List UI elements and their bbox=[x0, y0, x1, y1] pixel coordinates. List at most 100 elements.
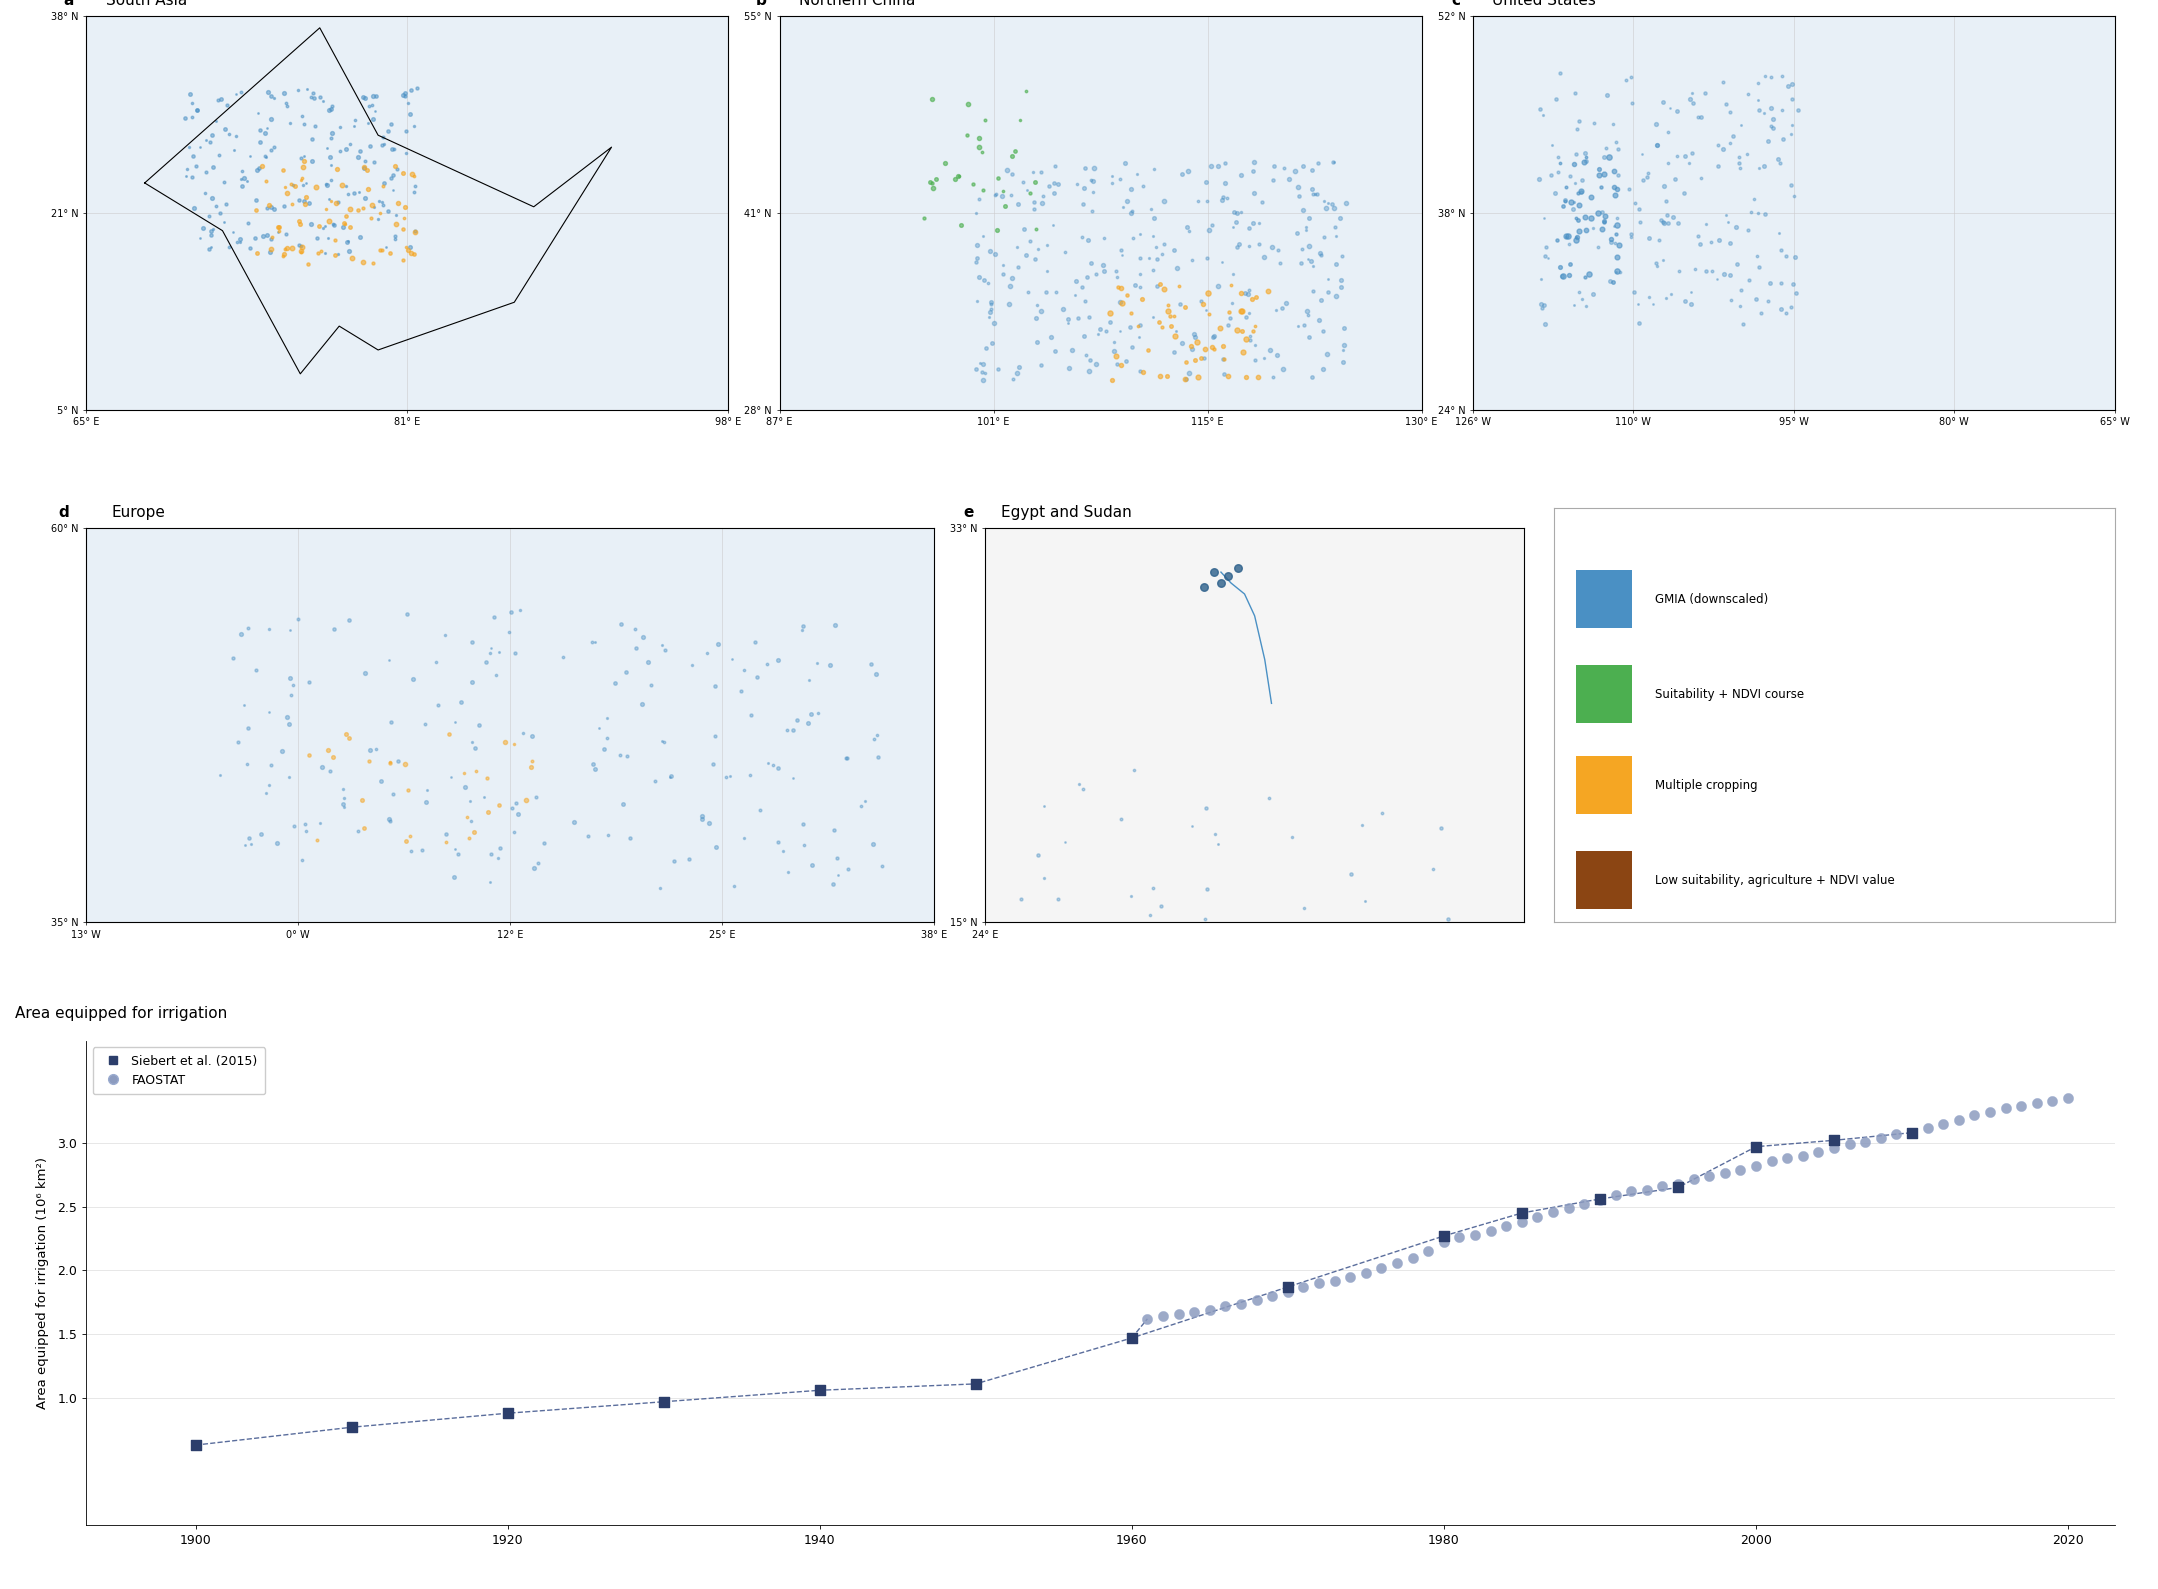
Point bbox=[816, 871, 850, 896]
Point bbox=[1774, 86, 1808, 111]
Point bbox=[1895, 1120, 1929, 1146]
Point bbox=[388, 81, 423, 106]
Point bbox=[356, 84, 391, 110]
Point bbox=[801, 650, 835, 675]
Point bbox=[1558, 81, 1593, 106]
Point bbox=[231, 715, 265, 740]
Point bbox=[1677, 91, 1711, 116]
Point bbox=[272, 111, 306, 137]
Point bbox=[1038, 280, 1073, 305]
Point bbox=[179, 97, 214, 122]
Point bbox=[363, 200, 397, 226]
Point bbox=[1103, 237, 1137, 262]
Point bbox=[1565, 178, 1599, 203]
Point bbox=[1703, 227, 1737, 253]
Point bbox=[1232, 234, 1267, 259]
Point bbox=[341, 818, 375, 844]
Point bbox=[1651, 210, 1685, 235]
Point bbox=[1651, 151, 1685, 176]
Point bbox=[375, 137, 410, 162]
Point bbox=[330, 230, 365, 256]
Point bbox=[1640, 132, 1675, 157]
Point bbox=[436, 864, 470, 890]
Point bbox=[503, 597, 537, 623]
Point bbox=[1612, 176, 1647, 202]
Point bbox=[352, 94, 386, 119]
Point bbox=[1720, 215, 1754, 240]
Point bbox=[227, 165, 261, 191]
Point bbox=[1226, 340, 1260, 365]
Point bbox=[1763, 297, 1798, 323]
Point bbox=[183, 135, 218, 160]
Point bbox=[960, 232, 995, 257]
Point bbox=[289, 818, 324, 844]
Point bbox=[958, 356, 993, 381]
Point bbox=[194, 218, 229, 243]
Point bbox=[1586, 160, 1621, 186]
Point bbox=[820, 845, 855, 871]
Point bbox=[993, 273, 1027, 299]
Point bbox=[1196, 337, 1230, 362]
Point bbox=[1603, 259, 1638, 284]
Point bbox=[354, 205, 388, 230]
Point bbox=[222, 226, 257, 251]
Point bbox=[296, 79, 330, 105]
Point bbox=[1189, 297, 1224, 323]
Point bbox=[1573, 184, 1608, 210]
Point bbox=[388, 140, 423, 165]
Point bbox=[980, 218, 1014, 243]
Point bbox=[1226, 318, 1260, 343]
Point bbox=[1105, 291, 1139, 316]
Point bbox=[967, 367, 1001, 392]
Point bbox=[168, 105, 203, 130]
Point bbox=[209, 92, 244, 118]
Point bbox=[352, 748, 386, 774]
Point bbox=[1541, 227, 1575, 253]
Point bbox=[494, 796, 529, 822]
Point bbox=[313, 758, 347, 783]
Point bbox=[995, 265, 1029, 291]
Point bbox=[1327, 316, 1362, 342]
Point bbox=[1239, 332, 1273, 358]
Point bbox=[1124, 286, 1159, 311]
Point bbox=[1722, 156, 1757, 181]
Point bbox=[829, 745, 863, 771]
Point bbox=[1012, 229, 1047, 254]
Point bbox=[1601, 137, 1636, 162]
Point bbox=[1765, 97, 1800, 122]
Point bbox=[1295, 181, 1329, 207]
Point bbox=[1098, 259, 1133, 284]
Point bbox=[794, 853, 829, 879]
Point bbox=[1640, 253, 1675, 278]
Point bbox=[457, 736, 492, 761]
Point bbox=[287, 810, 322, 836]
Point bbox=[1724, 111, 1759, 137]
Point bbox=[358, 99, 393, 124]
Point bbox=[626, 624, 660, 650]
Point bbox=[999, 359, 1034, 385]
Point bbox=[488, 729, 522, 755]
Point bbox=[684, 806, 719, 831]
Point bbox=[1683, 105, 1718, 130]
Point bbox=[984, 183, 1019, 208]
Point bbox=[285, 172, 319, 197]
Point bbox=[328, 203, 363, 229]
Point bbox=[516, 723, 550, 748]
Point bbox=[915, 170, 950, 195]
Point bbox=[283, 232, 317, 257]
Point bbox=[483, 834, 518, 860]
Point bbox=[1208, 1293, 1243, 1319]
Point bbox=[265, 157, 300, 183]
Point bbox=[1774, 121, 1808, 146]
Point bbox=[1552, 1195, 1586, 1220]
Point bbox=[1683, 165, 1718, 191]
Point bbox=[1109, 189, 1144, 215]
Point bbox=[1062, 771, 1096, 796]
Point bbox=[1114, 176, 1148, 202]
Point bbox=[1114, 300, 1148, 326]
Point bbox=[1122, 261, 1157, 286]
Point bbox=[1070, 358, 1105, 383]
Point bbox=[1562, 108, 1597, 133]
Point bbox=[1416, 856, 1450, 882]
Point bbox=[574, 629, 609, 655]
